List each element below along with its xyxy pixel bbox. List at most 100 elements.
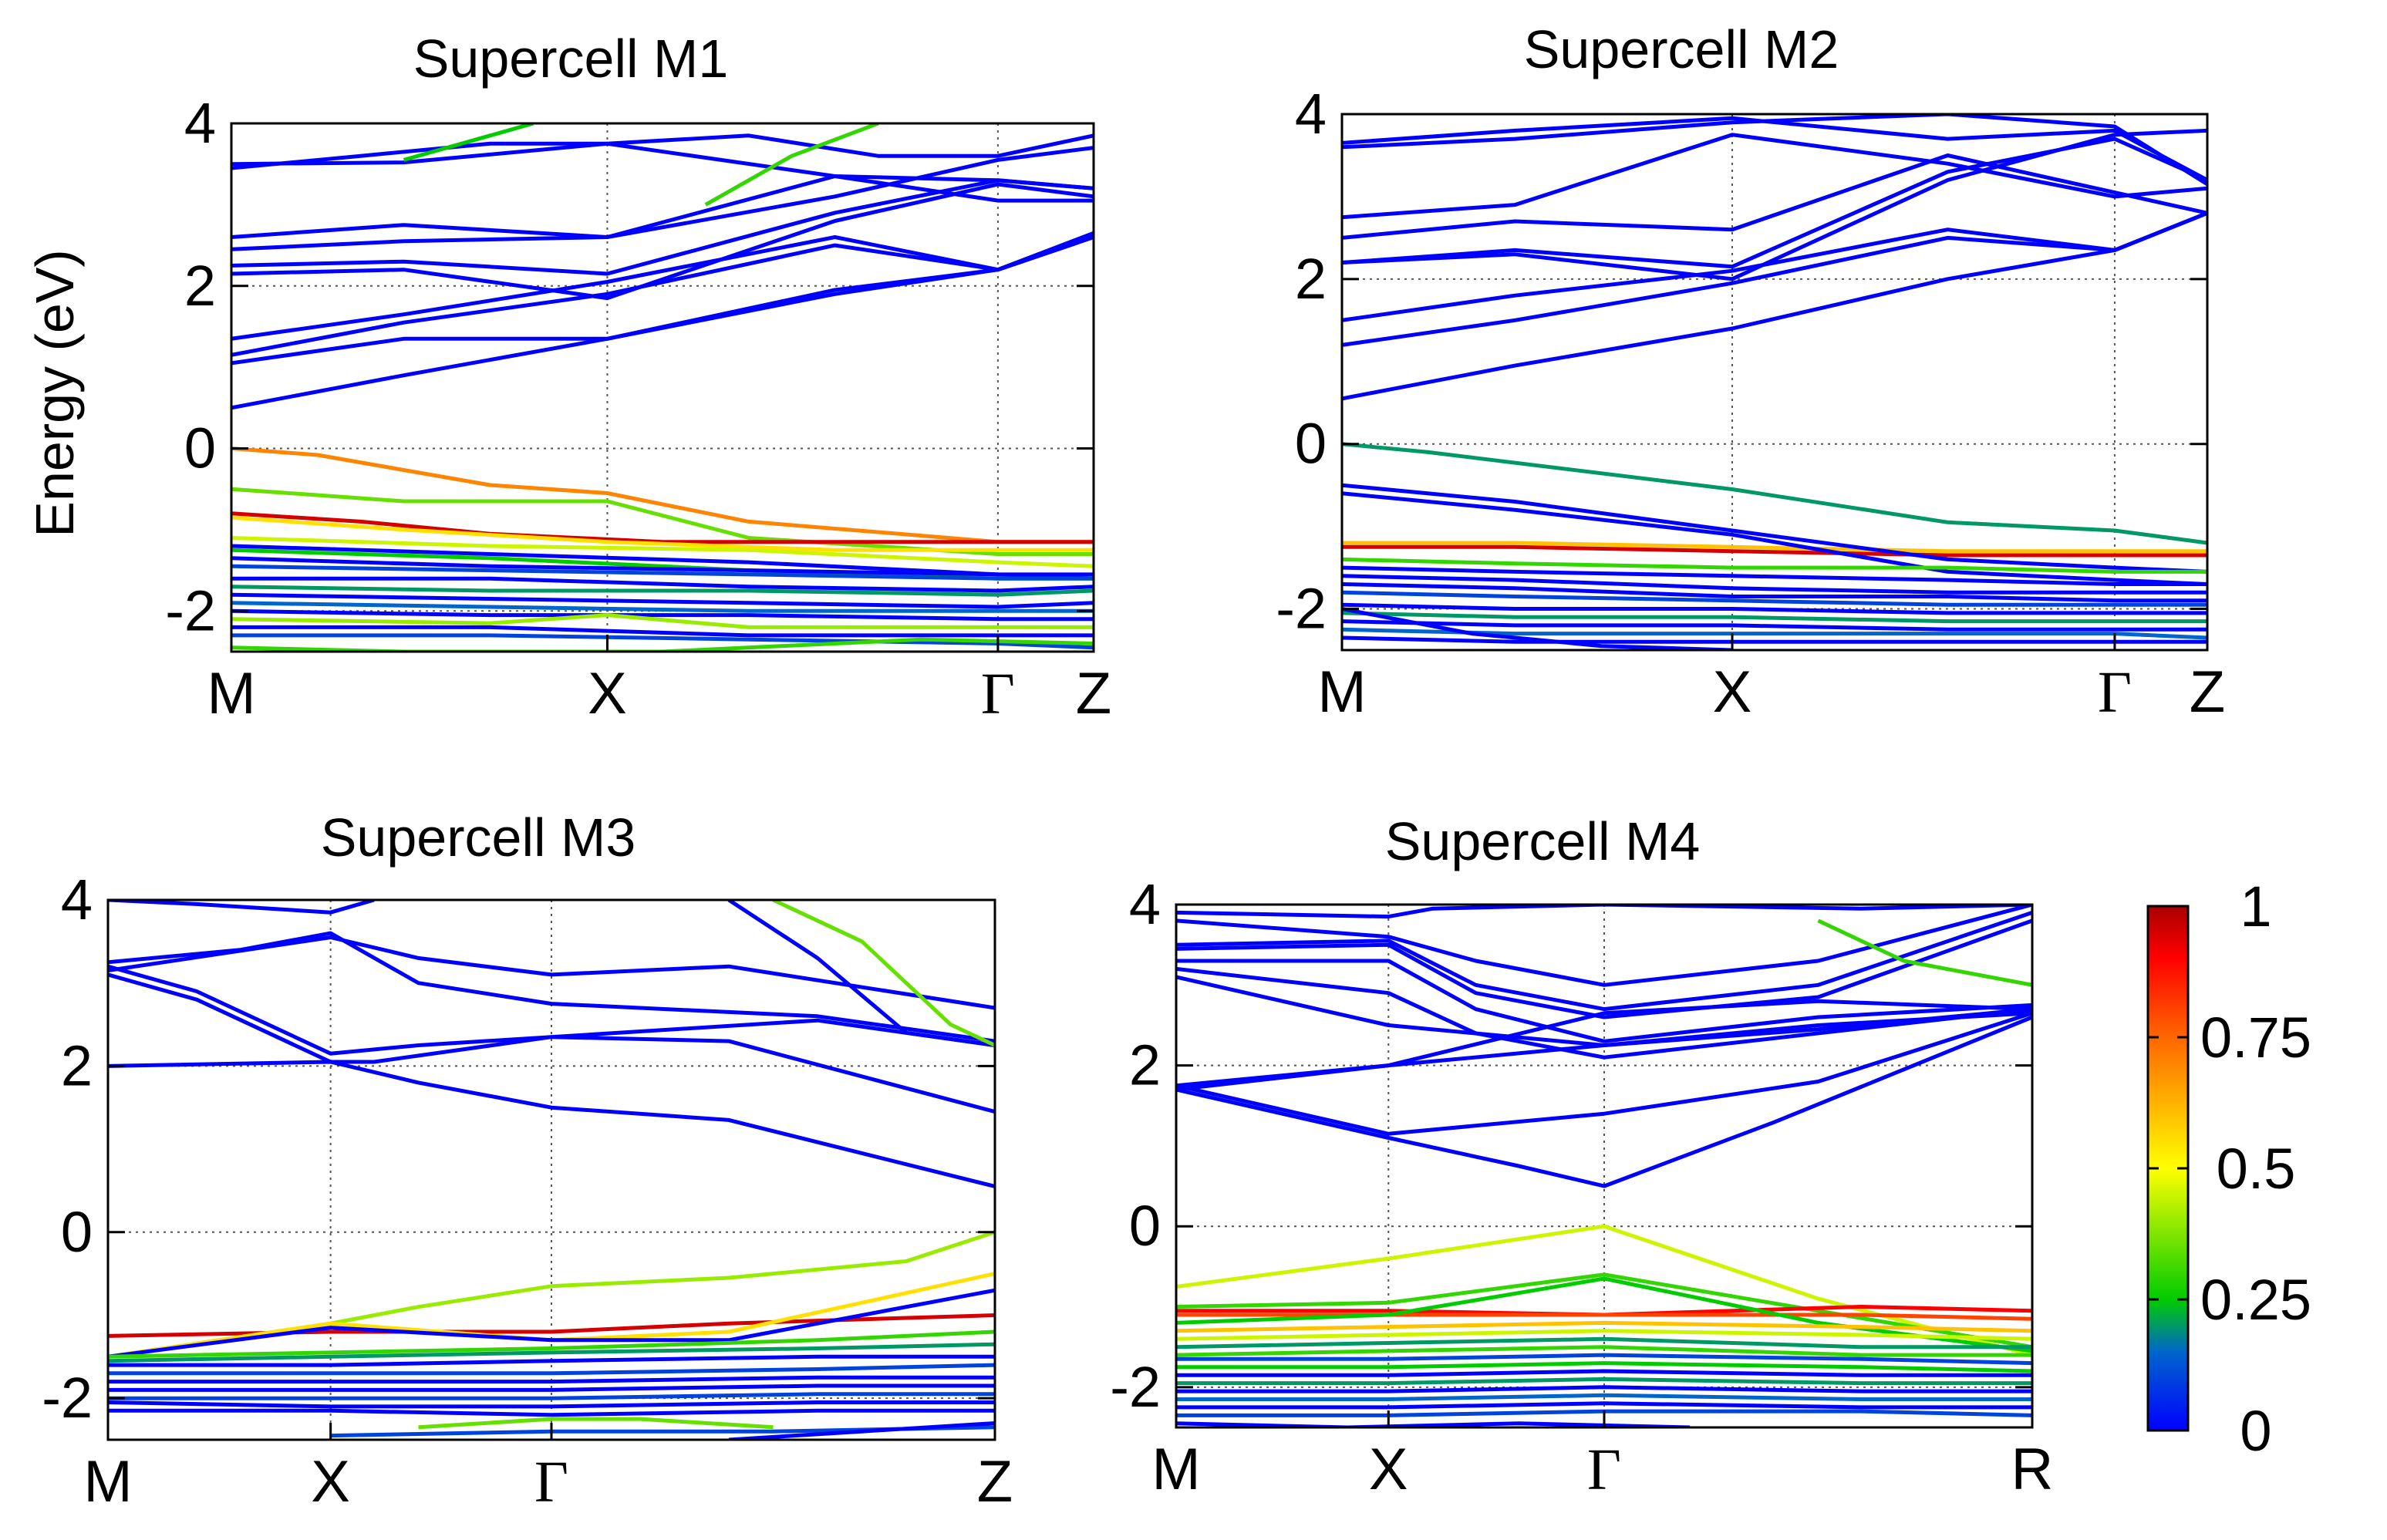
band-panel-4: Supercell M4 4 2 0 -2 M X Γ R	[1110, 811, 2053, 1502]
band-4	[1342, 153, 2207, 240]
y-tick-label: 4	[61, 868, 93, 932]
kpoint-label: M	[1317, 659, 1366, 725]
y-tick-label: -2	[1276, 577, 1327, 641]
band-14	[1176, 1272, 2032, 1350]
band-19	[108, 1392, 995, 1400]
band-14	[1342, 491, 2207, 586]
band-2	[231, 133, 1094, 170]
band-6	[1176, 966, 2032, 1060]
kpoint-label: X	[1369, 1437, 1408, 1502]
band-16	[108, 1363, 995, 1376]
kpoint-label: M	[1151, 1437, 1200, 1502]
kpoint-label: Γ	[981, 662, 1015, 726]
band-1	[1342, 116, 2207, 182]
band-2	[1342, 114, 2207, 187]
band-16	[1176, 1313, 2032, 1321]
band-2	[108, 972, 995, 1114]
y-tick-label: 4	[1129, 872, 1161, 936]
band-3	[1176, 911, 2032, 1012]
band-27	[1176, 1393, 2032, 1401]
band-22	[1176, 1353, 2032, 1366]
band-17	[231, 536, 1094, 568]
panel-title: Supercell M1	[413, 29, 729, 89]
band-23	[231, 585, 1094, 597]
y-tick-label: 2	[184, 254, 216, 318]
band-27	[231, 613, 1094, 629]
band-3	[108, 964, 995, 1056]
kpoint-label: Z	[977, 1449, 1013, 1515]
band-11	[1342, 541, 2207, 554]
band-21	[231, 564, 1094, 581]
plot-frame	[230, 122, 1095, 653]
band-19	[1342, 590, 2207, 607]
band-20	[231, 556, 1094, 577]
band-26	[231, 608, 1094, 622]
band-26	[1176, 1385, 2032, 1393]
band-7	[1342, 211, 2207, 322]
panel-title: Supercell M2	[1524, 19, 1839, 79]
band-25	[1176, 1377, 2032, 1386]
y-tick-label: -2	[42, 1366, 93, 1430]
band-16	[1342, 565, 2207, 586]
band-panel-2: Supercell M2 4 2 0 -2 M X Γ Z	[1276, 19, 2225, 725]
band-30	[231, 637, 1094, 652]
band-29	[231, 633, 1094, 650]
plot-frame	[1340, 113, 2209, 652]
band-24	[1342, 635, 2207, 644]
band-24	[1176, 1369, 2032, 1377]
kpoint-label: X	[1713, 659, 1752, 725]
band-5	[108, 1060, 995, 1188]
band-23	[1342, 627, 2207, 640]
band-10	[231, 235, 1094, 410]
band-24	[231, 592, 1094, 609]
band-9	[1342, 211, 2207, 401]
band-5	[1342, 136, 2207, 269]
kpoint-label: M	[83, 1449, 132, 1515]
colorbar-tick-label: 0.75	[2200, 1006, 2311, 1070]
band-lines	[1176, 905, 2032, 1427]
band-1	[108, 935, 995, 1010]
band-23	[1176, 1361, 2032, 1373]
band-4	[231, 146, 1094, 251]
band-4	[1176, 918, 2032, 1019]
colorbar-tick-label: 0	[2240, 1399, 2271, 1463]
band-11	[704, 123, 879, 207]
band-8	[231, 231, 1094, 357]
band-6	[1342, 128, 2207, 281]
band-17	[1342, 574, 2207, 595]
band-22	[231, 576, 1094, 593]
y-tick-label: -2	[1110, 1355, 1161, 1419]
kpoint-label: R	[2011, 1437, 2054, 1502]
band-28	[231, 625, 1094, 638]
panel-title: Supercell M4	[1385, 811, 1701, 871]
y-tick-label: 0	[1295, 412, 1327, 476]
band-20	[108, 1400, 995, 1409]
band-18	[108, 1383, 995, 1392]
band-3	[231, 174, 1094, 239]
kpoint-label: Γ	[534, 1450, 568, 1515]
band-13	[108, 1329, 995, 1359]
band-18	[1342, 582, 2207, 603]
kpoint-label: X	[311, 1449, 350, 1515]
band-13	[1176, 1224, 2032, 1357]
panel-title: Supercell M3	[321, 807, 636, 868]
y-tick-label: 2	[61, 1033, 93, 1097]
y-tick-label: 0	[184, 416, 216, 480]
y-tick-label: -2	[165, 578, 216, 642]
kpoint-label: M	[207, 661, 255, 726]
band-9	[231, 231, 1094, 366]
band-1	[1176, 905, 2032, 919]
band-lines	[231, 123, 1094, 652]
band-12	[108, 1288, 995, 1359]
band-14	[108, 1342, 995, 1363]
band-25	[1342, 607, 1733, 650]
band-15	[231, 511, 1094, 544]
colorbar: 1 0.75 0.5 0.25 0	[2146, 874, 2311, 1463]
band-16	[231, 515, 1094, 552]
band-12	[403, 123, 534, 162]
band-14	[231, 487, 1094, 556]
band-lines	[108, 900, 995, 1440]
y-tick-label: 4	[184, 91, 216, 155]
band-lines	[1342, 114, 2207, 650]
